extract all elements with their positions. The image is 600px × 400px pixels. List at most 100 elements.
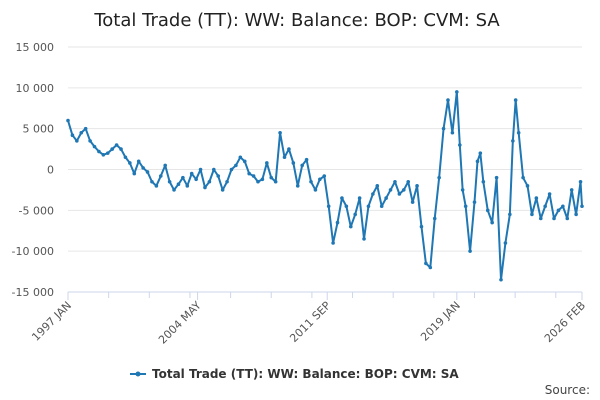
data-point[interactable] [401, 188, 406, 192]
data-point[interactable] [300, 163, 304, 168]
data-point[interactable] [481, 179, 486, 184]
data-point[interactable] [478, 151, 483, 155]
data-point[interactable] [167, 179, 172, 184]
data-point[interactable] [513, 98, 518, 102]
data-point[interactable] [397, 192, 402, 196]
data-point[interactable] [203, 185, 207, 190]
data-point[interactable] [578, 179, 583, 184]
data-point[interactable] [362, 237, 366, 241]
data-point[interactable] [132, 171, 137, 176]
data-point[interactable] [282, 155, 287, 160]
data-point[interactable] [335, 220, 340, 225]
data-point[interactable] [287, 147, 291, 151]
data-point[interactable] [265, 161, 269, 165]
data-point[interactable] [455, 90, 459, 94]
data-point[interactable] [194, 177, 198, 182]
data-point[interactable] [119, 147, 123, 151]
data-point[interactable] [494, 175, 499, 180]
data-point[interactable] [446, 98, 450, 102]
data-point[interactable] [150, 179, 154, 184]
data-point[interactable] [70, 133, 75, 137]
data-point[interactable] [242, 159, 247, 164]
data-point[interactable] [530, 212, 534, 217]
data-point[interactable] [172, 188, 176, 192]
data-point[interactable] [256, 179, 260, 184]
data-point[interactable] [181, 175, 185, 180]
data-point[interactable] [110, 147, 114, 151]
data-point[interactable] [538, 216, 543, 221]
data-point[interactable] [97, 149, 101, 154]
source-label[interactable]: Source: [545, 383, 590, 397]
data-point[interactable] [490, 220, 494, 225]
data-point[interactable] [543, 204, 547, 209]
data-point[interactable] [561, 204, 565, 209]
data-point[interactable] [460, 188, 465, 192]
data-point[interactable] [136, 159, 141, 164]
data-point[interactable] [503, 241, 508, 245]
data-point[interactable] [260, 177, 265, 182]
data-point[interactable] [66, 118, 70, 123]
data-point[interactable] [344, 204, 349, 209]
data-point[interactable] [450, 130, 455, 135]
data-point[interactable] [225, 179, 229, 184]
data-point[interactable] [410, 200, 415, 204]
data-point[interactable] [114, 143, 119, 147]
data-point[interactable] [415, 184, 419, 188]
data-point[interactable] [348, 224, 353, 229]
data-point[interactable] [384, 196, 388, 200]
data-point[interactable] [295, 184, 300, 188]
data-point[interactable] [273, 179, 278, 184]
data-point[interactable] [79, 130, 84, 135]
data-point[interactable] [322, 174, 327, 178]
data-point[interactable] [83, 126, 88, 131]
data-point[interactable] [176, 182, 181, 186]
data-point[interactable] [485, 208, 490, 213]
data-point[interactable] [437, 175, 441, 180]
data-point[interactable] [565, 216, 570, 221]
data-point[interactable] [141, 166, 145, 170]
data-point[interactable] [331, 241, 335, 245]
data-point[interactable] [123, 155, 128, 160]
data-point[interactable] [432, 216, 437, 221]
data-point[interactable] [185, 184, 190, 188]
data-point[interactable] [101, 153, 106, 157]
data-point[interactable] [326, 204, 331, 209]
data-point[interactable] [428, 265, 433, 270]
data-point[interactable] [441, 126, 446, 131]
data-point[interactable] [406, 179, 411, 184]
data-point[interactable] [313, 188, 318, 192]
legend[interactable]: Total Trade (TT): WW: Balance: BOP: CVM:… [130, 367, 459, 381]
data-point[interactable] [145, 170, 150, 174]
data-point[interactable] [163, 163, 168, 168]
data-point[interactable] [475, 159, 480, 164]
data-point[interactable] [472, 200, 477, 204]
data-point[interactable] [291, 161, 296, 165]
data-point[interactable] [105, 151, 110, 155]
data-point[interactable] [357, 196, 362, 200]
data-point[interactable] [379, 204, 384, 209]
data-point[interactable] [375, 184, 380, 188]
data-point[interactable] [304, 157, 309, 162]
data-point[interactable] [521, 175, 525, 180]
data-point[interactable] [388, 188, 393, 192]
data-point[interactable] [340, 196, 344, 200]
data-point[interactable] [158, 174, 163, 178]
data-point[interactable] [371, 192, 375, 196]
data-point[interactable] [189, 171, 194, 176]
data-point[interactable] [534, 196, 539, 200]
data-point[interactable] [552, 216, 556, 221]
data-point[interactable] [92, 144, 97, 149]
data-point[interactable] [424, 261, 428, 266]
data-point[interactable] [569, 188, 574, 192]
data-point[interactable] [88, 139, 92, 143]
data-point[interactable] [229, 167, 234, 172]
data-point[interactable] [207, 179, 212, 184]
data-point[interactable] [216, 174, 221, 178]
data-point[interactable] [75, 139, 79, 143]
data-point[interactable] [309, 179, 313, 184]
data-point[interactable] [516, 130, 521, 135]
data-point[interactable] [419, 224, 424, 229]
data-point[interactable] [393, 179, 397, 184]
data-point[interactable] [353, 212, 357, 217]
data-point[interactable] [234, 163, 238, 168]
